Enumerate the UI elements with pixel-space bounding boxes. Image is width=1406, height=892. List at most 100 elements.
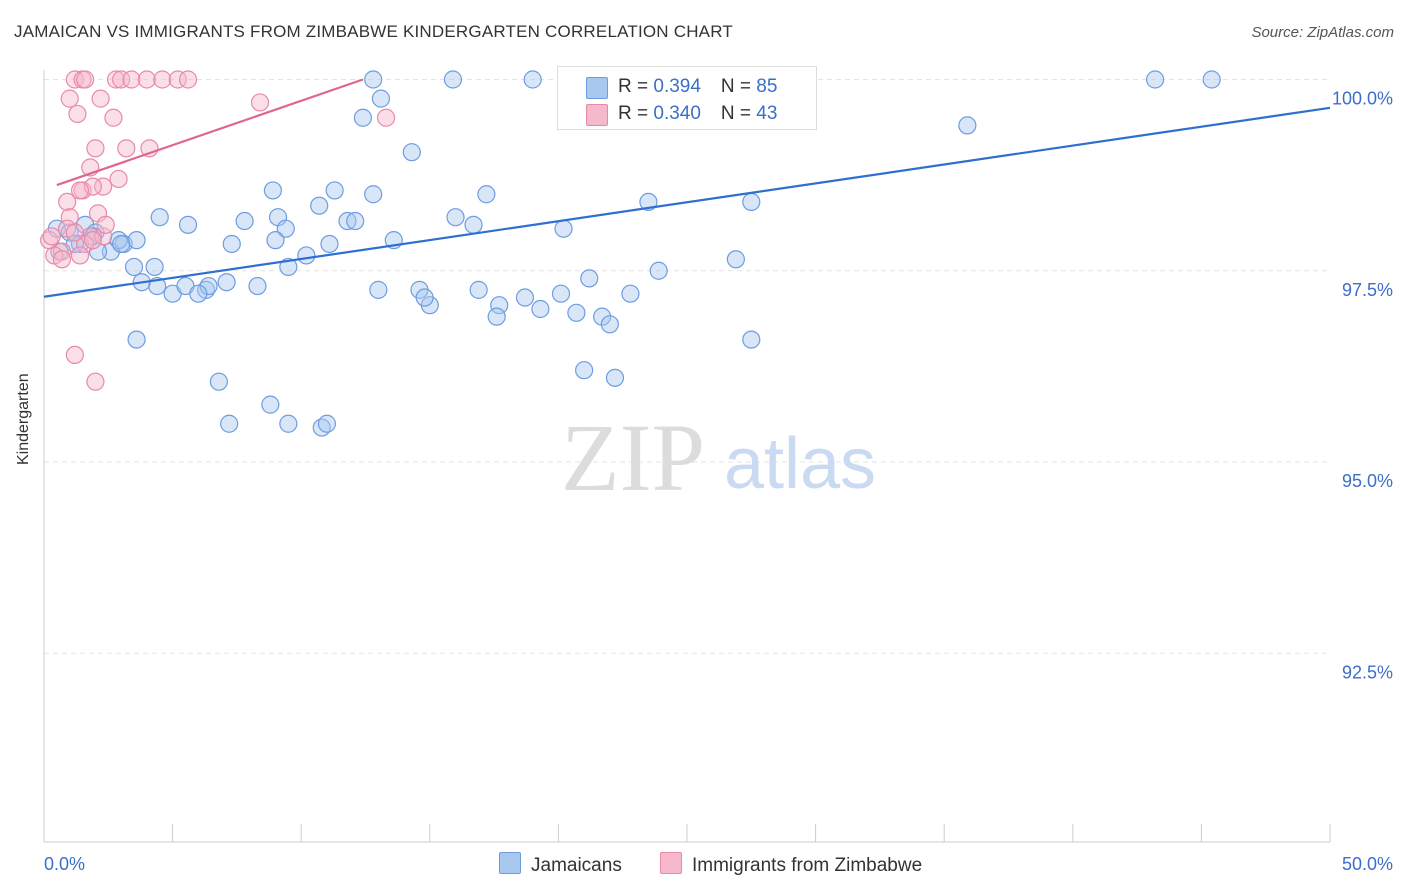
jamaican-point: [742, 192, 761, 211]
jamaican-point: [639, 192, 658, 211]
jamaican-point: [189, 284, 208, 303]
jamaican-point: [487, 307, 506, 326]
zimbabwe-point: [137, 70, 156, 89]
y-axis-title: Kindergarten: [15, 373, 32, 465]
y-tick-label: 92.5%: [1342, 662, 1393, 682]
jamaican-point: [1202, 70, 1221, 89]
jamaican-point: [446, 208, 465, 227]
jamaican-point: [443, 70, 463, 89]
jamaican-point: [649, 261, 668, 280]
legend-swatch-blue: [586, 77, 608, 99]
zimbabwe-point: [86, 139, 105, 158]
zimbabwe-point: [65, 70, 84, 89]
jamaican-point: [297, 246, 316, 265]
jamaican-point: [320, 234, 339, 254]
x-tick-label: 0.0%: [44, 854, 85, 874]
jamaican-point: [371, 89, 391, 108]
zimbabwe-point: [112, 70, 131, 89]
jamaican-point: [353, 108, 373, 127]
jamaican-point: [531, 299, 550, 319]
jamaican-point: [276, 219, 295, 238]
zimbabwe-point: [250, 93, 270, 112]
bottom-legend-jamaicans: Jamaicans: [499, 852, 622, 877]
jamaican-point: [127, 330, 146, 349]
zimbabwe-point: [70, 181, 90, 200]
jamaican-point: [364, 70, 383, 89]
y-tick-label: 97.5%: [1342, 280, 1393, 300]
zimbabwe-point: [376, 108, 396, 127]
zimbabwe-point: [52, 250, 72, 269]
zimbabwe-point: [65, 345, 84, 364]
jamaican-point: [124, 257, 144, 277]
jamaican-point: [554, 219, 573, 238]
legend-r-label: R =: [618, 76, 654, 97]
axis-layer: 100.0% 97.5% 95.0% 92.5% 0.0% 50.0%: [43, 70, 1393, 874]
jamaican-point: [127, 231, 146, 250]
jamaican-point: [523, 70, 542, 89]
legend-n-value: 85: [756, 76, 778, 97]
legend-r-value: 0.340: [653, 103, 701, 124]
jamaican-point: [199, 276, 218, 296]
zimbabwe-trend-line: [56, 78, 364, 187]
jamaican-point: [338, 211, 357, 231]
jamaican-point: [266, 231, 285, 250]
y-tick-label: 100.0%: [1332, 89, 1393, 109]
jamaican-point: [263, 181, 283, 200]
zimbabwe-point: [106, 70, 126, 89]
zimbabwe-point: [109, 169, 128, 189]
zimbabwe-point: [168, 70, 187, 89]
zimbabwe-point: [104, 108, 123, 127]
zimbabwe-point: [70, 246, 90, 265]
jamaican-point: [261, 395, 280, 414]
zimbabwe-point: [68, 104, 87, 124]
jamaican-point: [220, 414, 239, 433]
jamaican-point: [325, 181, 344, 200]
zimbabwe-point: [65, 223, 84, 242]
jamaican-point: [178, 215, 198, 234]
zimbabwe-point: [122, 70, 141, 89]
zimbabwe-point: [91, 89, 110, 108]
jamaican-point: [209, 372, 228, 391]
jamaican-point: [369, 280, 388, 299]
points-layer: [40, 70, 1221, 437]
jamaican-point: [235, 211, 254, 231]
jamaican-point: [310, 196, 329, 215]
jamaican-point: [605, 368, 625, 387]
legend-n-label: N =: [720, 103, 757, 124]
legend-r-label: R =: [618, 103, 654, 124]
zimbabwe-point: [58, 192, 77, 211]
bottom-swatch-blue: [499, 852, 521, 874]
jamaican-point: [248, 276, 267, 296]
jamaican-point: [364, 185, 383, 204]
zimbabwe-point: [83, 231, 102, 250]
legend-box: R = 0.394 N = 85 R = 0.340 N = 43: [557, 66, 817, 130]
jamaican-point: [112, 234, 131, 254]
bottom-legend-zimbabwe: Immigrants from Zimbabwe: [660, 852, 922, 877]
zimbabwe-point: [76, 70, 95, 89]
jamaican-point: [402, 143, 421, 162]
jamaican-point: [575, 361, 594, 380]
zimbabwe-point: [96, 215, 115, 234]
zimbabwe-point: [42, 227, 61, 246]
legend-text-zimbabwe: R = 0.340 N = 43: [618, 103, 777, 125]
bottom-legend-label: Jamaicans: [531, 855, 622, 876]
jamaican-point: [593, 307, 612, 326]
jamaican-point: [317, 414, 337, 433]
jamaican-point: [567, 303, 586, 322]
jamaican-trend-line: [43, 106, 1331, 298]
zimbabwe-point: [117, 139, 136, 158]
legend-n-label: N =: [720, 76, 757, 97]
zimbabwe-point: [60, 89, 79, 108]
bottom-legend-label: Immigrants from Zimbabwe: [692, 855, 923, 876]
jamaican-point: [222, 234, 241, 254]
jamaican-point: [279, 414, 298, 433]
jamaican-point: [600, 315, 619, 334]
legend-n-value: 43: [756, 103, 778, 124]
trend-layer: [43, 78, 1331, 298]
jamaican-point: [580, 269, 599, 288]
legend-r-value: 0.394: [653, 76, 701, 97]
watermark-zip: ZIP: [561, 404, 705, 511]
jamaican-point: [415, 288, 434, 307]
jamaican-point: [726, 250, 745, 269]
